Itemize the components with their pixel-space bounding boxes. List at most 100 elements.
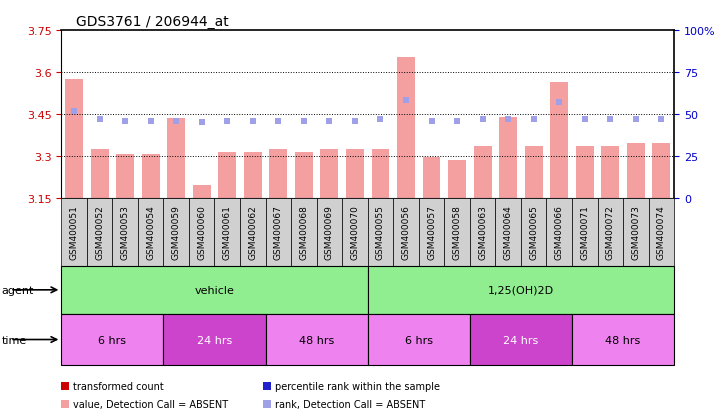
Bar xyxy=(601,147,619,198)
Bar xyxy=(470,314,572,366)
Text: 6 hrs: 6 hrs xyxy=(404,335,433,345)
Text: GSM400073: GSM400073 xyxy=(632,205,640,260)
Bar xyxy=(368,266,674,314)
Point xyxy=(196,120,208,126)
Text: transformed count: transformed count xyxy=(73,381,164,391)
Point xyxy=(503,116,514,123)
Bar xyxy=(65,80,83,198)
Text: GSM400065: GSM400065 xyxy=(529,205,538,260)
Point xyxy=(375,116,386,123)
Point xyxy=(400,98,412,104)
Bar xyxy=(368,314,470,366)
Text: GSM400074: GSM400074 xyxy=(657,205,666,260)
Bar xyxy=(164,198,189,266)
Bar xyxy=(499,117,517,198)
Text: GSM400067: GSM400067 xyxy=(274,205,283,260)
Bar xyxy=(61,198,87,266)
Bar xyxy=(368,198,393,266)
Point xyxy=(94,116,105,123)
Bar xyxy=(649,198,674,266)
Point xyxy=(579,116,590,123)
Bar xyxy=(61,314,164,366)
Bar xyxy=(189,198,215,266)
Point xyxy=(554,100,565,106)
Bar xyxy=(87,198,112,266)
Bar xyxy=(393,198,419,266)
Point xyxy=(68,108,80,114)
Bar xyxy=(164,314,265,366)
Bar xyxy=(623,198,649,266)
Text: time: time xyxy=(1,335,27,345)
Bar xyxy=(521,198,547,266)
Point xyxy=(426,118,438,125)
Text: 48 hrs: 48 hrs xyxy=(299,335,335,345)
Bar xyxy=(525,147,543,198)
Bar xyxy=(116,155,134,198)
Bar xyxy=(240,198,265,266)
Point xyxy=(630,116,642,123)
Text: GSM400056: GSM400056 xyxy=(402,205,410,260)
Bar xyxy=(419,198,444,266)
Bar xyxy=(218,152,236,198)
Bar xyxy=(265,198,291,266)
Bar xyxy=(653,144,671,198)
Bar xyxy=(291,198,317,266)
Point xyxy=(528,116,539,123)
Bar xyxy=(61,266,368,314)
Bar xyxy=(295,152,313,198)
Point xyxy=(170,118,182,125)
Bar xyxy=(495,198,521,266)
Point xyxy=(604,116,616,123)
Bar xyxy=(598,198,623,266)
Bar xyxy=(270,150,287,198)
Text: GSM400054: GSM400054 xyxy=(146,205,155,260)
Bar xyxy=(547,198,572,266)
Text: GSM400068: GSM400068 xyxy=(299,205,309,260)
Bar xyxy=(627,144,645,198)
Point xyxy=(349,118,360,125)
Bar xyxy=(444,198,470,266)
Point xyxy=(273,118,284,125)
Text: percentile rank within the sample: percentile rank within the sample xyxy=(275,381,440,391)
Bar xyxy=(576,147,593,198)
Bar xyxy=(572,314,674,366)
Point xyxy=(655,116,667,123)
Text: rank, Detection Call = ABSENT: rank, Detection Call = ABSENT xyxy=(275,399,425,409)
Bar xyxy=(265,314,368,366)
Bar xyxy=(215,198,240,266)
Bar xyxy=(342,198,368,266)
Text: GSM400071: GSM400071 xyxy=(580,205,589,260)
Text: GSM400062: GSM400062 xyxy=(248,205,257,260)
Text: GSM400052: GSM400052 xyxy=(95,205,104,260)
Text: value, Detection Call = ABSENT: value, Detection Call = ABSENT xyxy=(73,399,228,409)
Bar xyxy=(138,198,164,266)
Bar xyxy=(572,198,598,266)
Point xyxy=(298,118,309,125)
Text: GSM400058: GSM400058 xyxy=(453,205,461,260)
Text: 48 hrs: 48 hrs xyxy=(606,335,641,345)
Bar xyxy=(474,147,492,198)
Point xyxy=(221,118,233,125)
Point xyxy=(451,118,463,125)
Text: 1,25(OH)2D: 1,25(OH)2D xyxy=(488,285,554,295)
Point xyxy=(120,118,131,125)
Point xyxy=(145,118,156,125)
Text: 6 hrs: 6 hrs xyxy=(98,335,126,345)
Text: GSM400060: GSM400060 xyxy=(198,205,206,260)
Bar xyxy=(112,198,138,266)
Bar xyxy=(371,150,389,198)
Bar xyxy=(142,155,159,198)
Text: vehicle: vehicle xyxy=(195,285,234,295)
Text: GSM400057: GSM400057 xyxy=(427,205,436,260)
Bar xyxy=(423,158,441,198)
Bar xyxy=(244,152,262,198)
Bar xyxy=(91,150,109,198)
Bar xyxy=(346,150,364,198)
Bar xyxy=(193,186,211,198)
Text: GSM400053: GSM400053 xyxy=(120,205,130,260)
Text: GSM400055: GSM400055 xyxy=(376,205,385,260)
Text: GSM400072: GSM400072 xyxy=(606,205,615,260)
Text: agent: agent xyxy=(1,285,34,295)
Text: GSM400066: GSM400066 xyxy=(554,205,564,260)
Text: 24 hrs: 24 hrs xyxy=(503,335,539,345)
